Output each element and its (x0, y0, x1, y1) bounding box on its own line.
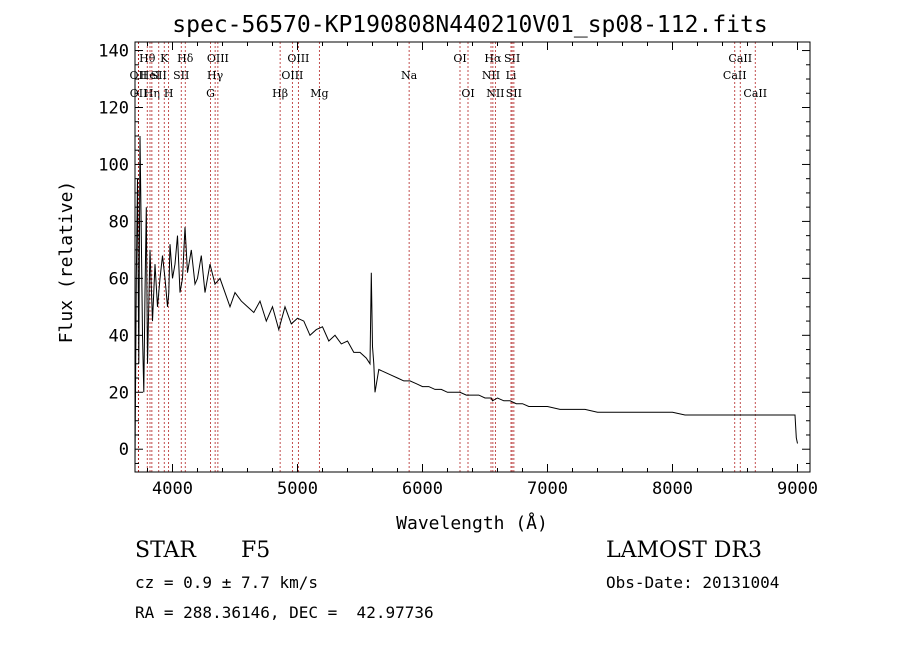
marker-label: Na (401, 69, 418, 82)
y-tick-label: 40 (109, 326, 129, 346)
y-tick-label: 100 (98, 155, 129, 175)
y-tick-label: 20 (109, 383, 129, 403)
marker-label: Hα (484, 52, 502, 65)
object-class: STAR (135, 538, 196, 563)
spectrum-line (134, 135, 798, 464)
marker-label: SII (173, 69, 189, 82)
y-tick-label: 140 (98, 42, 129, 62)
marker-label: OIII (207, 52, 229, 65)
marker-label: Hβ (272, 87, 288, 100)
marker-label: SII (504, 52, 520, 65)
obs-date: Obs-Date: 20131004 (606, 573, 780, 592)
marker-label: OIII (287, 52, 309, 65)
coordinates: RA = 288.36146, DEC = 42.97736 (135, 603, 434, 622)
marker-label: CaII (743, 87, 767, 100)
chart-title: spec-56570-KP190808N440210V01_sp08-112.f… (172, 12, 767, 38)
marker-label: Mg (310, 87, 328, 100)
x-tick-label: 9000 (777, 479, 818, 499)
marker-label: G (206, 87, 215, 100)
marker-label: NII (482, 69, 500, 82)
y-tick-label: 120 (98, 98, 129, 118)
x-tick-label: 7000 (527, 479, 568, 499)
x-tick-label: 5000 (277, 479, 318, 499)
marker-label: Hδ (177, 52, 194, 65)
x-tick-label: 8000 (652, 479, 693, 499)
marker-label: Li (506, 69, 517, 82)
marker-label: Hγ (207, 69, 224, 82)
y-tick-label: 0 (119, 440, 129, 460)
marker-label: H (164, 87, 174, 100)
plot-frame (134, 41, 811, 473)
marker-label: K (160, 52, 169, 65)
y-tick-label: 60 (109, 269, 129, 289)
y-tick-label: 80 (109, 212, 129, 232)
x-axis-label: Wavelength (Å) (396, 512, 548, 534)
marker-label: CaII (723, 69, 747, 82)
marker-label: Hθ (139, 52, 156, 65)
marker-label: CaII (728, 52, 752, 65)
x-tick-label: 4000 (152, 479, 193, 499)
marker-label: OI (461, 87, 474, 100)
axes: 4000 5000 6000 7000 8000 9000 0 20 40 60 80 100 120 1… (98, 42, 818, 499)
marker-label: Hη (144, 87, 160, 100)
marker-label: OI (453, 52, 466, 65)
x-tick-label: 6000 (402, 479, 443, 499)
marker-label: SII (506, 87, 522, 100)
marker-label: OIII (281, 69, 303, 82)
marker-label: HeI (140, 69, 160, 82)
marker-label: SII (151, 69, 167, 82)
subclass: F5 (241, 538, 271, 563)
marker-label: NII (486, 87, 504, 100)
survey-name: LAMOST DR3 (606, 538, 762, 563)
y-axis-label: Flux (relative) (56, 181, 77, 344)
cz-value: cz = 0.9 ± 7.7 km/s (135, 573, 319, 592)
